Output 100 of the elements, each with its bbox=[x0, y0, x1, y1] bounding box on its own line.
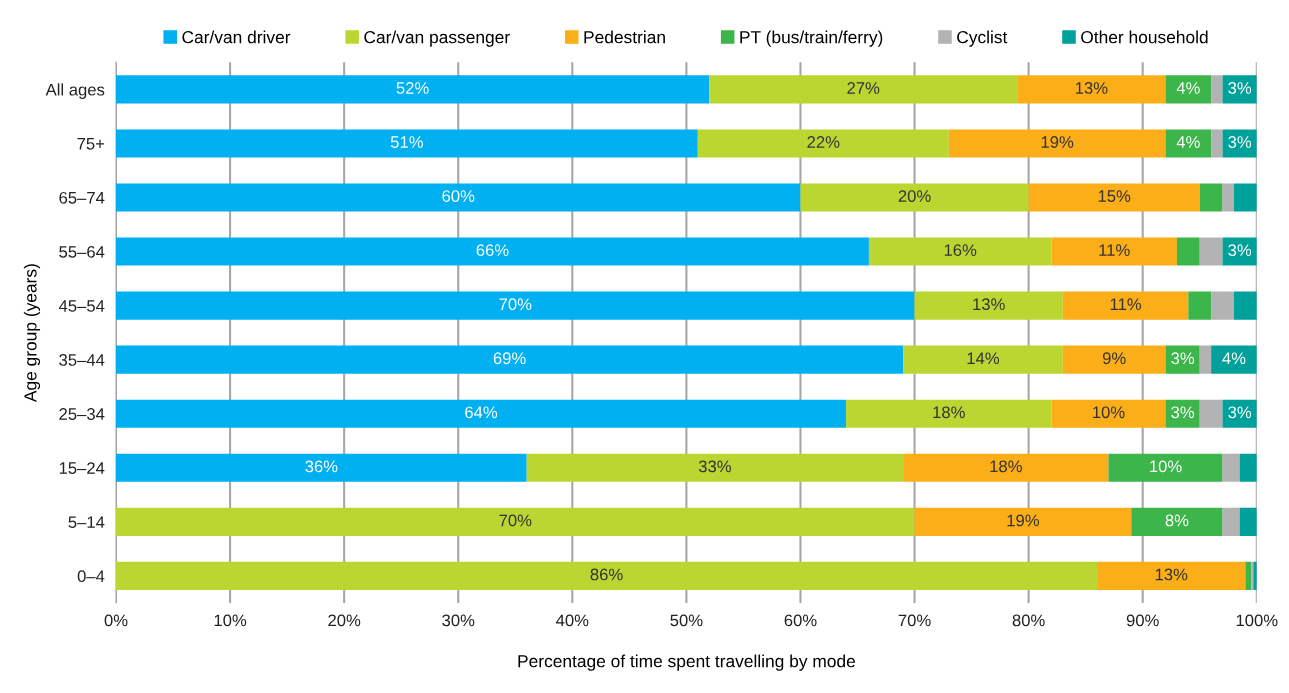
y-tick-label: 65–74 bbox=[59, 191, 105, 204]
bar bbox=[800, 183, 1029, 212]
bar bbox=[1017, 75, 1166, 104]
bar bbox=[116, 129, 698, 158]
y-tick-label: 75+ bbox=[77, 138, 105, 150]
legend-label: PT (bus/train/ferry) bbox=[740, 30, 883, 47]
data-label: 86% bbox=[590, 568, 623, 581]
data-label: 3% bbox=[1171, 406, 1195, 419]
bar bbox=[914, 507, 1132, 536]
bar bbox=[1097, 561, 1246, 590]
bar bbox=[1211, 345, 1257, 374]
bar bbox=[116, 453, 527, 482]
bar bbox=[1165, 129, 1212, 158]
y-tick-label: 35–44 bbox=[59, 354, 105, 366]
data-label: 4% bbox=[1176, 136, 1200, 148]
data-label: 66% bbox=[476, 244, 509, 257]
data-label: 4% bbox=[1176, 82, 1200, 94]
x-tick-label: 90% bbox=[1126, 614, 1159, 627]
legend-label: Car/van driver bbox=[182, 30, 291, 44]
bar bbox=[1222, 183, 1234, 212]
x-tick-label: 30% bbox=[442, 614, 475, 627]
x-tick-label: 100% bbox=[1236, 614, 1278, 627]
bar bbox=[1108, 453, 1223, 482]
bar bbox=[1199, 183, 1223, 212]
bar bbox=[1199, 345, 1212, 374]
bar bbox=[903, 453, 1109, 482]
data-label: 52% bbox=[396, 82, 429, 94]
bar bbox=[1233, 183, 1257, 212]
data-label: 13% bbox=[1155, 568, 1188, 581]
data-label: 18% bbox=[933, 406, 965, 419]
bar bbox=[116, 507, 915, 536]
data-label: 70% bbox=[499, 298, 532, 311]
bar bbox=[1199, 237, 1223, 266]
bar bbox=[1165, 345, 1200, 374]
data-label: 11% bbox=[1099, 244, 1130, 256]
data-label: 13% bbox=[973, 298, 1005, 311]
data-label: 60% bbox=[442, 190, 475, 202]
data-label: 27% bbox=[847, 82, 880, 94]
bar bbox=[1165, 75, 1212, 104]
bar bbox=[846, 399, 1052, 428]
bar bbox=[116, 75, 710, 104]
y-tick-label: 0–4 bbox=[77, 570, 105, 583]
bar bbox=[1222, 129, 1257, 158]
data-label: 10% bbox=[1093, 406, 1125, 419]
data-label: 64% bbox=[465, 406, 498, 419]
bar bbox=[1211, 129, 1223, 158]
y-tick-label: 25–34 bbox=[59, 408, 105, 420]
data-label: 10% bbox=[1150, 460, 1182, 473]
y-tick-label: 15–24 bbox=[59, 462, 105, 474]
bar bbox=[903, 345, 1063, 374]
y-tick-label: 55–64 bbox=[59, 245, 105, 258]
data-label: 18% bbox=[990, 460, 1022, 473]
bar bbox=[709, 75, 1018, 104]
data-label: 15% bbox=[1098, 190, 1131, 202]
bar bbox=[116, 399, 847, 428]
data-label: 70% bbox=[499, 514, 532, 527]
bar bbox=[1239, 507, 1257, 536]
x-tick-label: 40% bbox=[556, 614, 589, 627]
bar bbox=[1062, 345, 1166, 374]
bar bbox=[948, 129, 1166, 158]
bar bbox=[116, 561, 1098, 590]
legend-label: Pedestrian bbox=[584, 30, 665, 44]
bar bbox=[1176, 237, 1200, 266]
x-tick-label: 80% bbox=[1012, 614, 1045, 627]
data-label: 3% bbox=[1228, 136, 1252, 148]
data-label: 14% bbox=[967, 352, 1000, 365]
bar bbox=[868, 237, 1052, 266]
x-tick-label: 50% bbox=[670, 614, 703, 627]
bar bbox=[1239, 453, 1257, 482]
data-label: 13% bbox=[1075, 82, 1108, 94]
y-tick-label: 45–54 bbox=[58, 300, 105, 312]
x-axis-title: Percentage of time spent travelling by mode bbox=[518, 654, 855, 671]
data-label: 3% bbox=[1228, 406, 1252, 419]
bar bbox=[1028, 183, 1200, 212]
data-label: 3% bbox=[1171, 352, 1195, 365]
bar bbox=[1051, 399, 1166, 428]
x-tick-label: 10% bbox=[214, 614, 247, 627]
bar bbox=[1062, 291, 1189, 320]
bar bbox=[1222, 507, 1240, 536]
x-tick-label: 70% bbox=[898, 614, 931, 627]
bar bbox=[526, 453, 904, 482]
data-label: 22% bbox=[807, 136, 840, 148]
data-label: 3% bbox=[1228, 82, 1252, 94]
bar bbox=[1199, 399, 1223, 428]
data-label: 19% bbox=[1041, 136, 1074, 148]
bar bbox=[1188, 291, 1212, 320]
bar bbox=[1051, 237, 1177, 266]
data-label: 51% bbox=[390, 136, 423, 148]
y-tick-label: 5–14 bbox=[68, 516, 105, 529]
data-label: 4% bbox=[1222, 352, 1246, 365]
legend-label: Other household bbox=[1081, 30, 1208, 44]
bar bbox=[1131, 507, 1223, 536]
data-label: 9% bbox=[1102, 352, 1126, 365]
bar bbox=[1222, 453, 1240, 482]
bar bbox=[1233, 291, 1257, 320]
bar bbox=[1245, 561, 1252, 590]
y-tick-label: All ages bbox=[45, 83, 105, 99]
data-label: 3% bbox=[1228, 244, 1252, 257]
y-axis-title: Age group (years) bbox=[23, 264, 41, 403]
data-label: 69% bbox=[493, 352, 526, 365]
